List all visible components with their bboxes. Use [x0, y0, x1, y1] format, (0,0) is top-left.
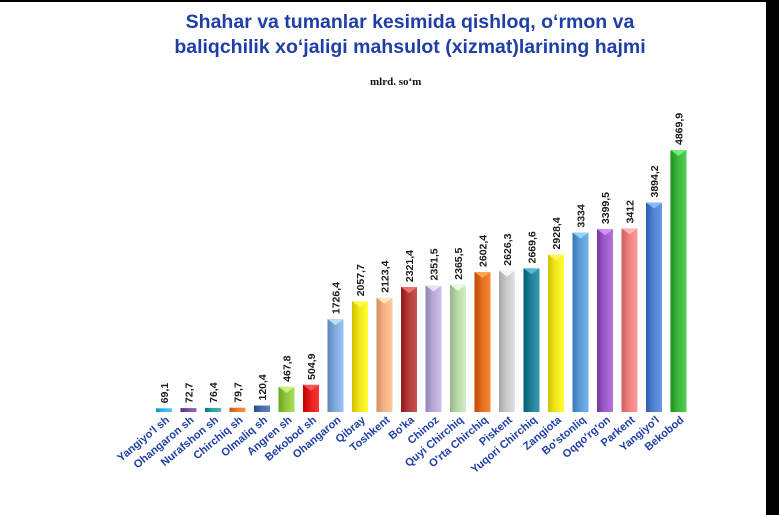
bar-cap-12 — [450, 284, 466, 291]
bars-group — [156, 150, 687, 412]
value-label-17: 3334 — [576, 204, 588, 228]
value-label-1: 72,7 — [184, 382, 196, 403]
chart-title-line-1: Shahar va tumanlar kesimida qishloq, o‘r… — [185, 11, 635, 33]
value-label-5: 467,8 — [282, 355, 294, 381]
bar-3 — [229, 407, 246, 412]
value-label-7: 1726,4 — [331, 282, 343, 314]
bar-cap-18 — [597, 229, 613, 236]
bar-10 — [401, 287, 417, 412]
bar-7 — [327, 319, 344, 412]
value-label-10: 2321,4 — [404, 250, 416, 282]
bar-cap-11 — [425, 285, 442, 292]
bar-cap-10 — [401, 287, 417, 294]
right-border — [766, 0, 779, 515]
bar-cap-16 — [548, 254, 564, 261]
top-border — [0, 0, 779, 2]
bar-17 — [572, 232, 589, 412]
value-label-13: 2602,4 — [478, 235, 490, 267]
bar-cap-6 — [303, 384, 319, 391]
value-label-8: 2057,7 — [355, 264, 367, 296]
bar-21 — [670, 150, 687, 412]
bar-cap-7 — [327, 319, 344, 326]
bar-cap-14 — [499, 270, 515, 277]
bar-12 — [450, 284, 466, 412]
bar-cap-15 — [523, 268, 540, 275]
bar-14 — [499, 270, 515, 412]
value-label-9: 2123,4 — [380, 260, 392, 292]
bar-8 — [352, 301, 368, 412]
bar-cap-9 — [376, 297, 393, 304]
bar-9 — [376, 297, 393, 412]
bar-19 — [621, 228, 638, 412]
bar-cap-20 — [646, 202, 662, 209]
value-labels-group: 69,1 72,7 76,4 79,7 120,4 467,8 504,9 1726,4 205… — [159, 113, 686, 404]
value-label-15: 2669,6 — [527, 231, 539, 263]
bar-5 — [278, 386, 295, 412]
value-label-2: 76,4 — [208, 382, 220, 403]
unit-label: mlrd. so‘m — [370, 76, 422, 88]
chart-title-line-2: baliqchilik xo‘jaligi mahsulot (xizmat)l… — [174, 36, 646, 58]
bar-2 — [205, 407, 221, 412]
bar-15 — [523, 268, 540, 412]
bar-cap-8 — [352, 301, 368, 308]
value-label-3: 79,7 — [233, 382, 245, 403]
bar-4 — [254, 405, 270, 412]
bar-0 — [156, 408, 172, 412]
value-label-14: 2626,3 — [502, 233, 514, 265]
value-label-21: 4869,9 — [674, 113, 686, 145]
bar-6 — [303, 384, 319, 412]
bar-11 — [425, 285, 442, 412]
value-label-11: 2351,5 — [429, 248, 441, 280]
bar-16 — [548, 254, 564, 412]
bar-18 — [597, 229, 613, 412]
value-label-16: 2928,4 — [551, 217, 563, 249]
chart-title: Shahar va tumanlar kesimida qishloq, o‘r… — [120, 10, 700, 60]
value-label-20: 3894,2 — [649, 165, 661, 197]
value-label-18: 3399,5 — [600, 192, 612, 224]
bar-cap-5 — [278, 386, 295, 393]
value-label-4: 120,4 — [257, 374, 269, 400]
value-label-12: 2365,5 — [453, 247, 465, 279]
value-label-6: 504,9 — [306, 353, 318, 379]
bar-cap-13 — [474, 271, 491, 278]
bar-cap-21 — [670, 150, 687, 156]
bar-13 — [474, 271, 491, 412]
bar-cap-17 — [572, 232, 589, 239]
value-label-19: 3412 — [625, 200, 637, 224]
value-label-0: 69,1 — [159, 383, 171, 404]
bar-1 — [180, 408, 197, 412]
bar-20 — [646, 202, 662, 412]
bar-cap-19 — [621, 228, 638, 235]
